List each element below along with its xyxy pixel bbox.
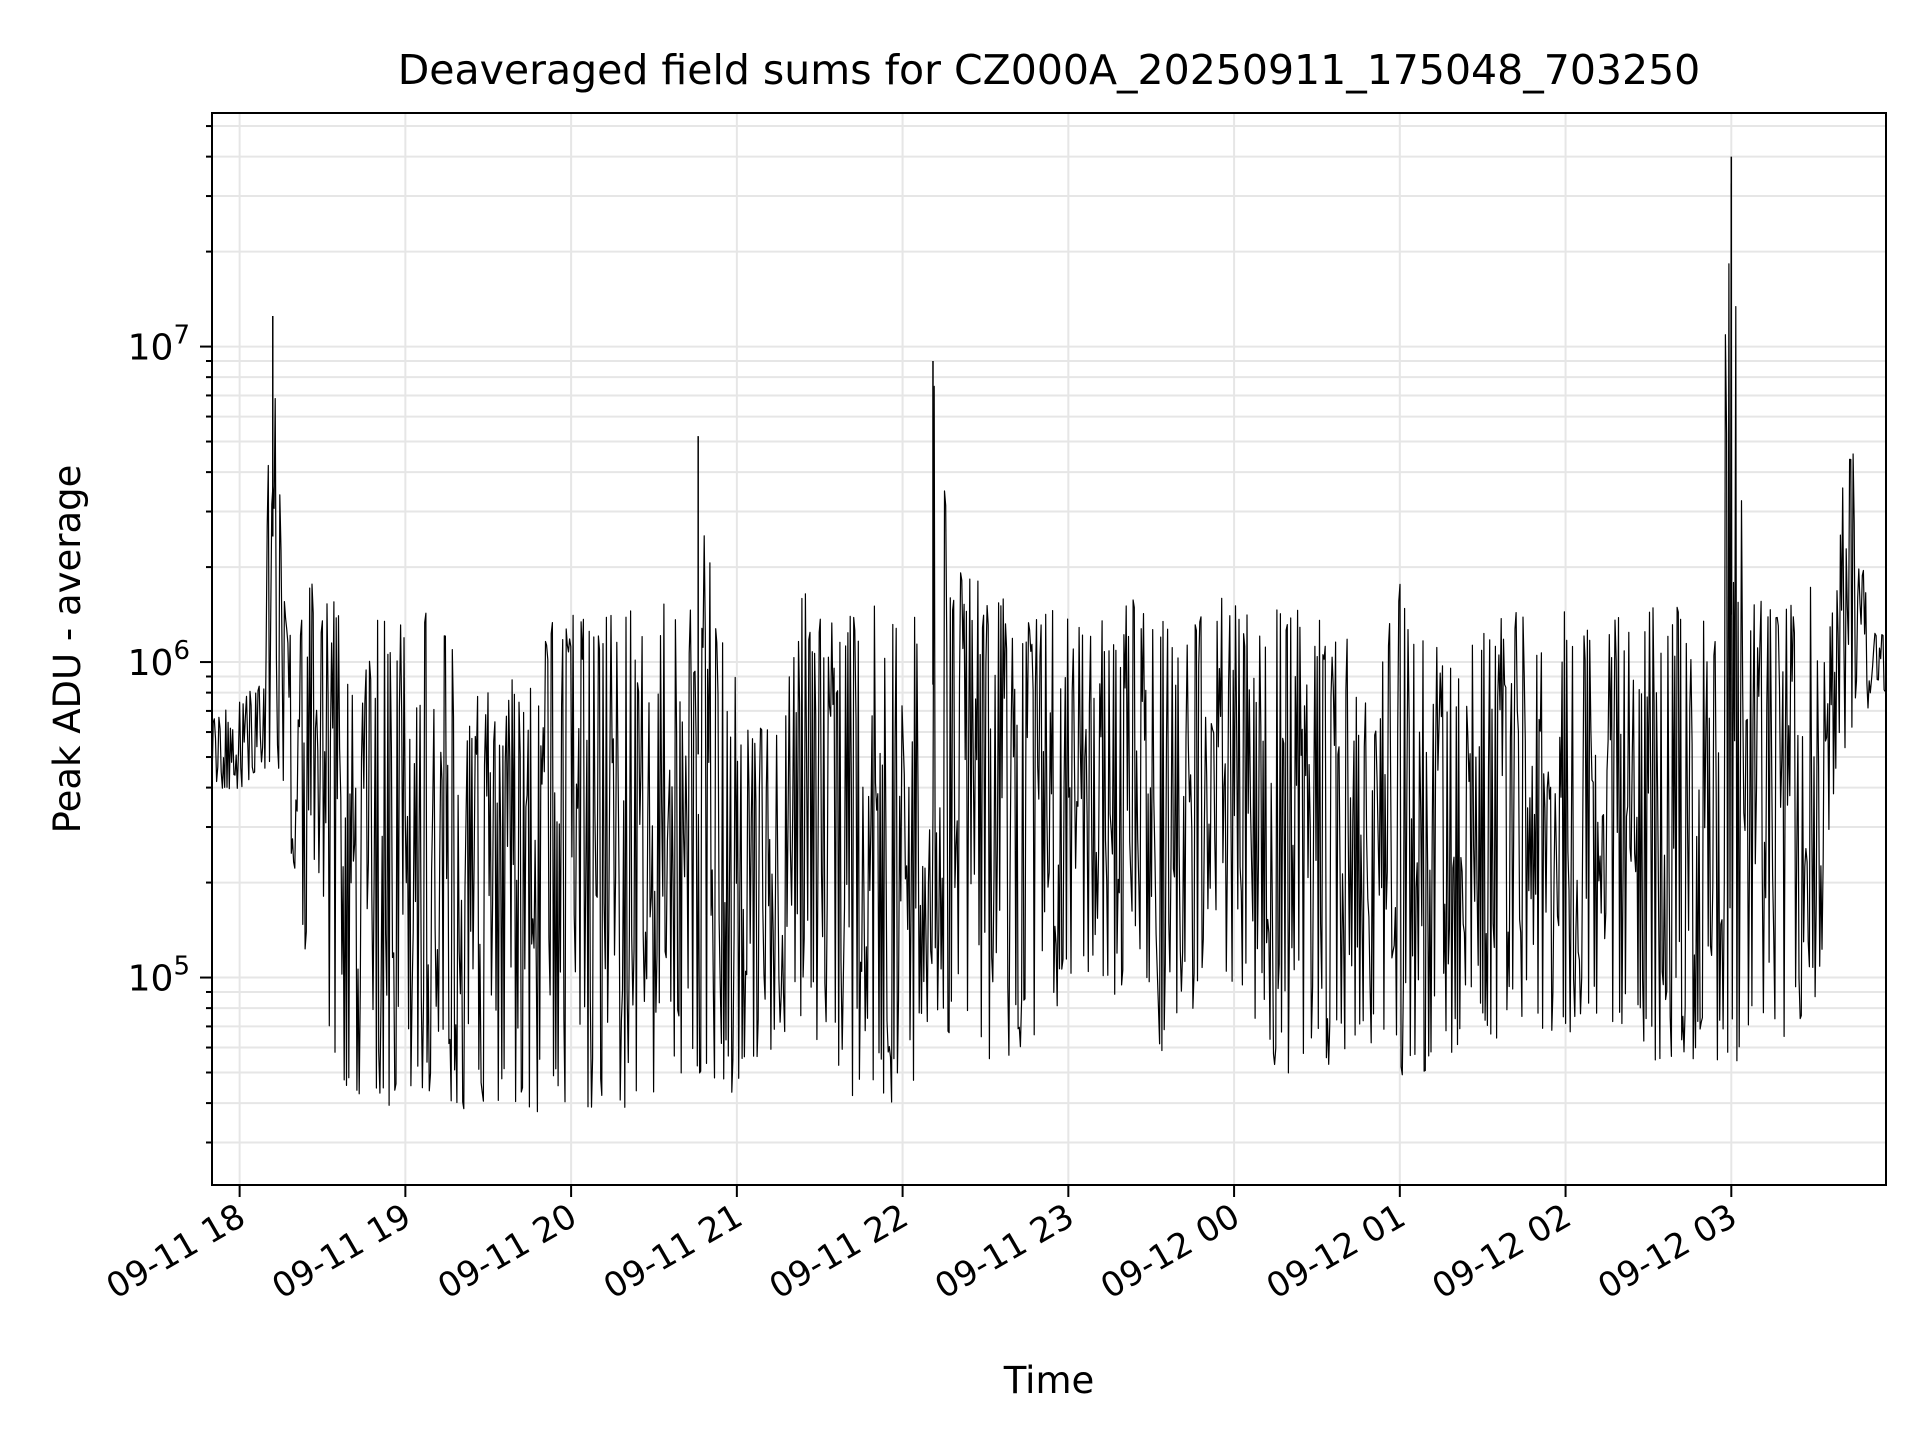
y-tick-label: 106: [128, 636, 190, 684]
y-tick-label: 105: [128, 952, 190, 1000]
chart-title: Deaveraged field sums for CZ000A_2025091…: [398, 46, 1701, 94]
x-axis-label: Time: [1003, 1359, 1095, 1402]
y-tick-label: 107: [128, 321, 190, 369]
series-line: [212, 183, 1886, 1113]
y-axis-label: Peak ADU - average: [46, 465, 89, 834]
plot-frame: [211, 112, 1887, 1186]
y-axis: 105 106 107: [128, 125, 212, 1144]
series-group: [212, 156, 1886, 1113]
